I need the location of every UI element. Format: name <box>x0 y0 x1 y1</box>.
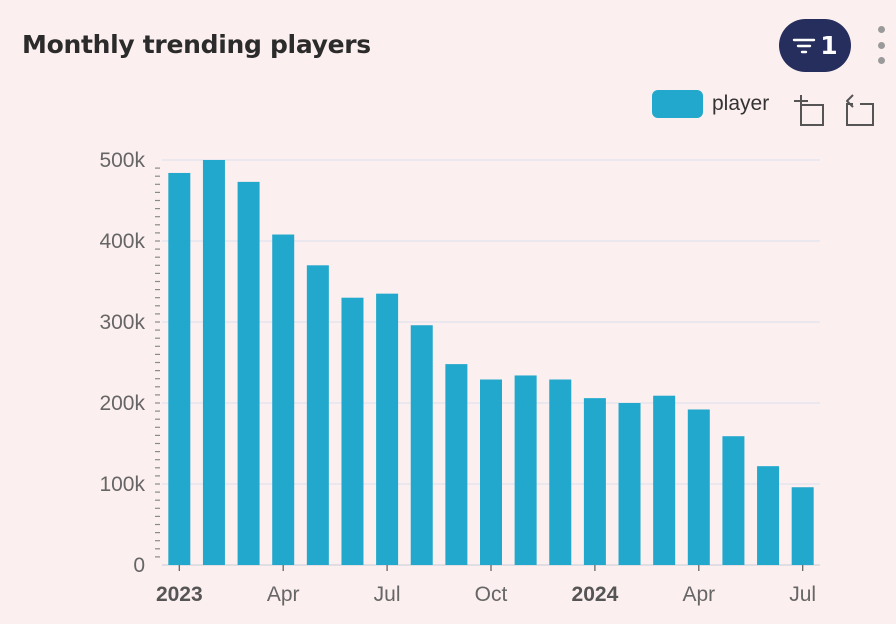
x-tick-label: Jul <box>789 583 816 606</box>
y-tick-label: 200k <box>99 392 145 415</box>
bar-2023-12[interactable] <box>549 379 572 565</box>
bar-2023-09[interactable] <box>445 364 468 565</box>
zoom-select-icon[interactable] <box>790 94 826 128</box>
bar-2023-07[interactable] <box>376 293 399 565</box>
x-tick-label: Apr <box>267 583 300 606</box>
bar-2024-01[interactable] <box>583 398 606 565</box>
y-tick-label: 0 <box>133 554 145 577</box>
x-tick-label: Apr <box>682 583 715 606</box>
filter-button[interactable]: 1 <box>779 19 851 72</box>
bar-2024-03[interactable] <box>653 395 676 565</box>
filter-count-badge: 1 <box>820 31 838 60</box>
bar-2023-01[interactable] <box>168 172 191 565</box>
bar-2024-07[interactable] <box>791 487 814 565</box>
legend-swatch <box>652 90 703 118</box>
legend-item-player[interactable]: player <box>652 90 769 118</box>
x-tick-label: Oct <box>475 583 508 606</box>
bar-2023-04[interactable] <box>272 234 295 565</box>
bar-2024-05[interactable] <box>722 436 745 565</box>
x-tick-label: Jul <box>374 583 401 606</box>
restore-icon[interactable] <box>842 92 878 128</box>
more-vertical-icon <box>877 26 885 33</box>
bar-2023-06[interactable] <box>341 297 364 565</box>
y-tick-label: 400k <box>99 230 145 253</box>
filter-icon <box>793 38 816 53</box>
bar-2023-05[interactable] <box>306 265 329 565</box>
x-tick-label: 2024 <box>572 583 619 606</box>
bar-2024-04[interactable] <box>687 409 710 565</box>
bar-2023-08[interactable] <box>410 325 433 565</box>
x-tick-label: 2023 <box>156 583 203 606</box>
y-tick-label: 500k <box>99 149 145 172</box>
bar-2023-10[interactable] <box>480 379 502 565</box>
more-options-button[interactable] <box>872 26 890 64</box>
chart-title: Monthly trending players <box>22 30 371 59</box>
bar-2024-02[interactable] <box>618 403 641 565</box>
bar-2023-11[interactable] <box>514 375 537 565</box>
legend-label: player <box>712 92 770 115</box>
bar-2023-03[interactable] <box>237 181 260 565</box>
y-tick-label: 300k <box>99 311 145 334</box>
bar-2024-06[interactable] <box>757 466 780 565</box>
y-tick-label: 100k <box>99 473 145 496</box>
bar-2023-02[interactable] <box>202 160 225 565</box>
